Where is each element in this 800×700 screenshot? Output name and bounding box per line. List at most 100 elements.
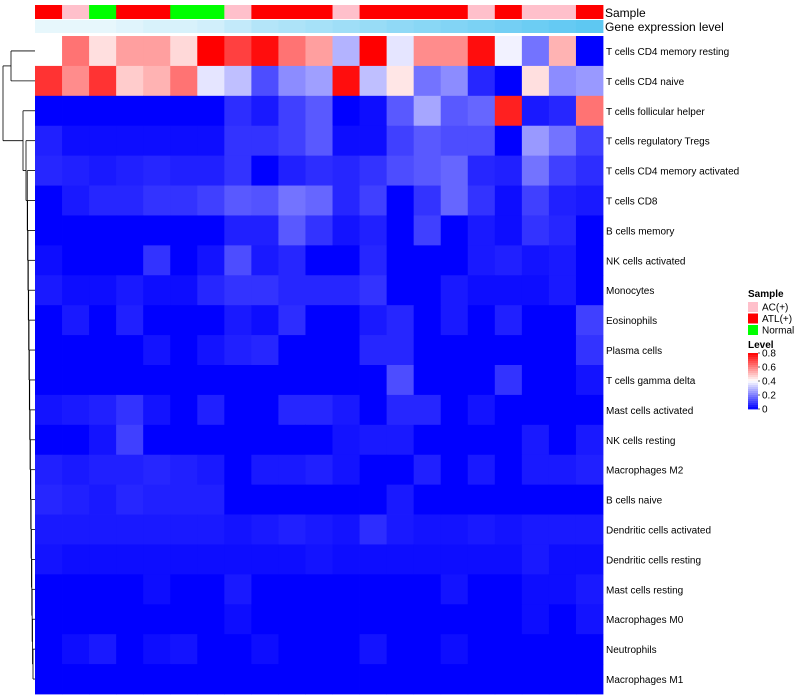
legend-scale-band [748,353,758,356]
heatmap-cell [143,484,171,515]
heatmap-cell [278,335,306,366]
heatmap-cell [548,155,577,186]
heatmap-cell [440,664,469,695]
heatmap-cell [143,544,171,575]
heatmap-cell [89,275,117,306]
sample-annotation-cell [143,5,171,19]
row-label: NK cells resting [606,436,675,447]
heatmap-cell [143,335,171,366]
heatmap-cell [332,245,360,276]
heatmap-cell [521,36,550,67]
heatmap-cell [170,544,198,575]
heatmap-cell [521,544,550,575]
heatmap-cell [89,215,117,246]
heatmap-cell [89,95,117,127]
heatmap-cell [197,604,225,635]
heatmap-cell [116,574,144,605]
heatmap-cell [548,664,577,695]
heatmap-cell [224,36,252,67]
heatmap-cell [467,544,496,575]
heatmap-cell [224,574,252,605]
heatmap-cell [467,604,496,635]
heatmap-cell [440,36,469,67]
heatmap-cell [305,484,333,515]
heatmap-cell [521,365,550,396]
legend-tick-label: 0.4 [762,377,776,388]
heatmap-cell [224,394,252,426]
heatmap-cell [521,484,550,515]
legend-sample-items: AC(+)ATL(+)Normal [748,302,794,337]
heatmap-cell [143,125,171,157]
legend-label: Normal [762,326,794,337]
row-label: T cells CD4 naive [606,77,685,88]
legend-scale-band [748,371,758,374]
heatmap-cell [35,305,63,336]
heatmap-cell [305,634,333,665]
heatmap-cell [89,484,117,515]
heatmap-cell [494,514,523,545]
heatmap-cell [359,514,388,545]
heatmap-cell [548,65,577,97]
heatmap-cell [224,125,252,157]
legend-scale-band [748,393,758,396]
heatmap-cell [467,215,496,246]
legend-scale-band [748,391,758,394]
heatmap-cell [548,514,577,545]
heatmap-cell [332,335,360,366]
legend-scale-band [748,383,758,386]
row-label: Eosinophils [606,316,657,327]
heatmap-cell [89,544,117,575]
heatmap-cell [494,664,523,695]
heatmap-cell [440,65,469,97]
heatmap-cell [332,275,360,306]
heatmap-cell [224,604,252,635]
heatmap-cell [494,335,523,366]
heatmap-cell [548,574,577,605]
heatmap-cell [35,574,63,605]
heatmap-cell [413,65,442,97]
heatmap-cell [62,634,90,665]
heatmap-cell [116,335,144,366]
heatmap-cell [413,36,442,67]
legend-scale-band [748,397,758,400]
sample-annotation-cell [170,5,198,19]
heatmap-cell [197,215,225,246]
heatmap-cell [440,215,469,246]
heatmap-cell [548,634,577,665]
heatmap-cell [494,155,523,186]
heatmap-cell [35,634,63,665]
heatmap-cell [359,215,388,246]
heatmap-cell [251,125,279,157]
sample-annotation-cell [332,5,360,19]
sample-annotation-cell [305,5,333,19]
legend-label: ATL(+) [762,314,792,325]
row-label: T cells CD4 memory resting [606,47,729,58]
heatmap-cell [197,544,225,575]
legend-tick-label: 0 [762,405,768,416]
heatmap-cell [386,454,415,486]
heatmap-cell [197,514,225,545]
heatmap-cell [116,544,144,575]
heatmap-cell [548,185,577,216]
heatmap-cell [116,424,144,456]
heatmap-cells [35,36,604,695]
gene-annotation-cell [494,20,523,33]
heatmap-cell [251,65,279,97]
heatmap-cell [224,305,252,336]
heatmap-cell [386,185,415,216]
heatmap-cell [62,365,90,396]
heatmap-cell [278,604,306,635]
sample-annotation-cell [521,5,550,19]
heatmap-cell [575,65,604,97]
heatmap-cell [170,394,198,426]
heatmap-cell [278,484,306,515]
heatmap-cell [89,125,117,157]
heatmap-cell [35,604,63,635]
heatmap-cell [278,36,306,67]
legend-scale-band [748,355,758,358]
heatmap-cell [278,424,306,456]
heatmap-cell [413,544,442,575]
gene-annotation-cell [197,20,225,33]
heatmap-cell [521,454,550,486]
heatmap-cell [62,185,90,216]
